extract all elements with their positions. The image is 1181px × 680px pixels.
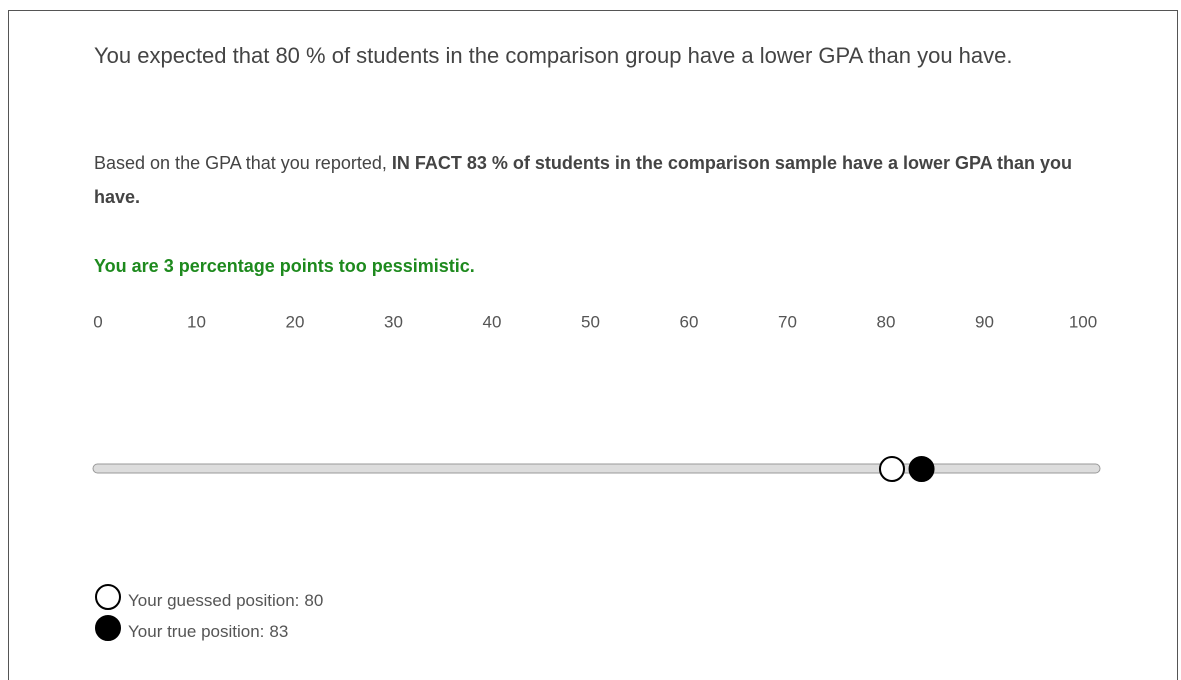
tick-label: 0 [93,312,102,331]
legend-value: 80 [304,591,323,610]
legend-text: Your true position: 83 [128,622,288,641]
tick-label: 10 [187,312,206,331]
slider-track [92,463,1101,474]
tick-label: 70 [778,312,797,331]
legend-label: Your guessed position: [128,591,299,610]
tick-label: 20 [286,312,305,331]
fact-bold: IN FACT 83 % of students in the comparis… [94,153,1073,207]
legend-value: 83 [269,622,288,641]
legend-symbol [95,615,121,641]
position-marker [908,456,935,482]
tick-label: 40 [483,312,502,331]
position-marker [879,456,905,482]
legend-text: Your guessed position: 80 [128,591,323,610]
tick-label: 30 [384,312,403,331]
tick-label: 90 [975,312,994,331]
legend-symbol [95,584,121,610]
tick-label: 50 [581,312,600,331]
fact-intro: Based on the GPA that you reported, [94,153,387,173]
tick-label: 60 [680,312,699,331]
expectation-text: You expected that 80 % of students in th… [94,43,1013,68]
verdict-text: You are 3 percentage points too pessimis… [94,256,475,276]
tick-label: 80 [877,312,896,331]
legend-label: Your true position: [128,622,264,641]
tick-label: 100 [1069,312,1097,331]
panel [8,10,1178,680]
fact-text: Based on the GPA that you reported, IN F… [94,146,1094,214]
